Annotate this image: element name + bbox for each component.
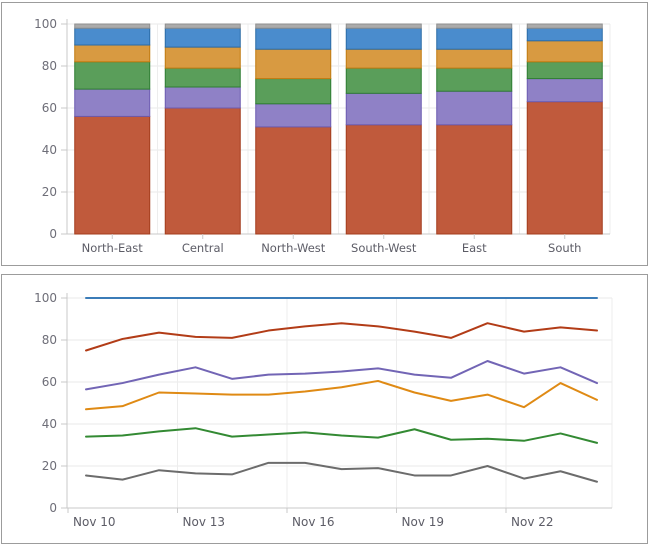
bar-north-west	[255, 23, 332, 235]
bar-chart-category-label: East	[462, 241, 487, 255]
bar-segment-purple-series	[526, 78, 603, 103]
bar-segment-rust-series	[345, 124, 422, 235]
line-chart-axes: 0 20 40 60 80 100 Nov 10 Nov 13 Nov 16 Nov 19 Nov …	[34, 291, 612, 529]
bar-segment-blue-series	[436, 27, 513, 50]
bar-central	[164, 23, 241, 235]
bar-segment-gray-series	[526, 23, 603, 29]
bar-east	[436, 23, 513, 235]
bar-segment-orange-series	[526, 40, 603, 63]
bar-segment-orange-series	[255, 48, 332, 80]
bar-chart-category-label: South-West	[351, 241, 417, 255]
line-chart-svg: 0 20 40 60 80 100 Nov 10 Nov 13 Nov 16 Nov 19 Nov …	[34, 291, 613, 529]
bar-segment-gray-series	[74, 23, 151, 29]
bar-chart-axes: 0 20 40 60 80 100	[34, 17, 610, 241]
bar-chart-y-tick-label: 40	[42, 143, 57, 157]
bar-segment-green-series	[526, 61, 603, 80]
green-line	[85, 427, 598, 444]
line-chart-x-tick-label: Nov 19	[402, 515, 445, 529]
stacked-bar-chart-svg: 0 20 40 60 80 100 North-East Central North-West S…	[34, 17, 611, 255]
bar-segment-rust-series	[74, 115, 151, 235]
bar-chart-y-tick-label: 60	[42, 101, 57, 115]
bar-segment-rust-series	[436, 124, 513, 235]
bar-chart-y-tick-label: 20	[42, 185, 57, 199]
bar-segment-blue-series	[526, 27, 603, 42]
bar-segment-purple-series	[345, 92, 422, 126]
bar-chart-category-label: North-West	[261, 241, 326, 255]
line-chart-x-tick-label: Nov 16	[292, 515, 335, 529]
bar-segment-orange-series	[436, 48, 513, 69]
line-chart-y-tick-label: 40	[42, 417, 57, 431]
bar-north-east	[74, 23, 151, 235]
bar-segment-rust-series	[164, 107, 241, 235]
line-chart-x-tick-label: Nov 10	[73, 515, 116, 529]
bar-chart-grid	[67, 23, 611, 235]
bar-south-west	[345, 23, 422, 235]
bar-segment-gray-series	[345, 23, 422, 29]
bar-segment-rust-series	[526, 101, 603, 235]
line-chart-y-tick-label: 20	[42, 459, 57, 473]
purple-line	[85, 360, 598, 391]
bar-segment-green-series	[255, 78, 332, 105]
red-line	[85, 322, 598, 352]
bar-segment-purple-series	[436, 90, 513, 126]
bar-segment-blue-series	[164, 27, 241, 48]
bar-segment-purple-series	[164, 86, 241, 109]
bar-segment-rust-series	[255, 126, 332, 235]
bar-chart-category-label: North-East	[82, 241, 144, 255]
bar-segment-green-series	[436, 67, 513, 92]
bar-segment-orange-series	[164, 46, 241, 69]
line-chart-x-tick-label: Nov 13	[183, 515, 226, 529]
bar-chart-category-label: South	[548, 241, 581, 255]
bar-segment-blue-series	[345, 27, 422, 50]
line-chart-panel[interactable]: 0 20 40 60 80 100 Nov 10 Nov 13 Nov 16 Nov 19 Nov …	[1, 274, 648, 544]
bar-segment-purple-series	[255, 103, 332, 128]
bar-segment-green-series	[345, 67, 422, 94]
gray-line	[85, 461, 598, 483]
line-chart-y-tick-label: 80	[42, 333, 57, 347]
line-chart-x-tick-label: Nov 22	[511, 515, 554, 529]
bar-chart-y-tick-label: 80	[42, 59, 57, 73]
bar-chart-y-tick-label: 100	[34, 17, 57, 31]
bar-segment-green-series	[74, 61, 151, 90]
bar-chart-y-tick-label: 0	[49, 227, 57, 241]
bar-segment-gray-series	[436, 23, 513, 29]
stacked-bar-chart-panel[interactable]: 0 20 40 60 80 100 North-East Central North-West S…	[1, 2, 648, 266]
bar-segment-gray-series	[255, 23, 332, 29]
line-chart-y-tick-label: 0	[49, 501, 57, 515]
line-chart-y-tick-label: 60	[42, 375, 57, 389]
bar-south	[526, 23, 603, 235]
orange-line	[85, 379, 598, 411]
bar-segment-green-series	[164, 67, 241, 88]
bar-segment-orange-series	[345, 48, 422, 69]
bar-chart-category-label: Central	[182, 241, 224, 255]
bar-segment-blue-series	[255, 27, 332, 50]
bar-segment-gray-series	[164, 23, 241, 29]
bar-segment-purple-series	[74, 88, 151, 117]
bar-segment-orange-series	[74, 44, 151, 63]
line-chart-y-tick-label: 100	[34, 291, 57, 305]
bar-segment-blue-series	[74, 27, 151, 46]
